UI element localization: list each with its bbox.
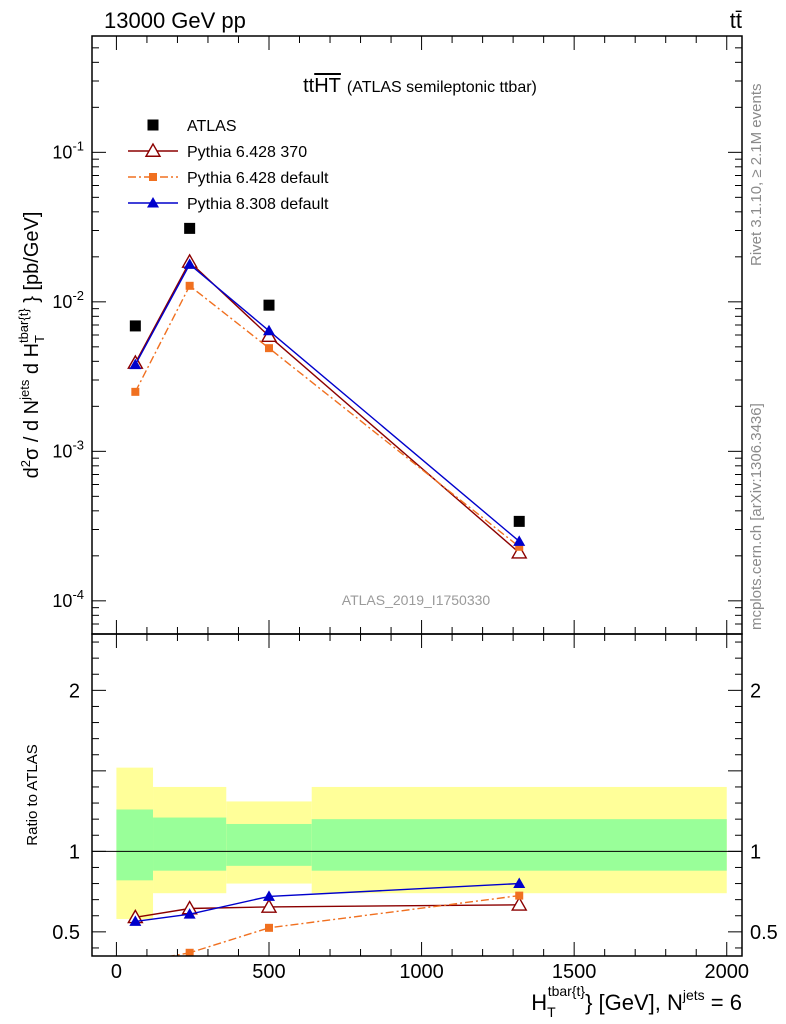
series-line (134, 260, 520, 554)
green-band (116, 809, 154, 881)
x-tick-label: 1500 (552, 961, 597, 983)
data-point (131, 958, 139, 966)
data-point (264, 344, 273, 353)
data-point (515, 542, 524, 551)
data-point (260, 898, 278, 913)
data-point (262, 890, 275, 901)
y-tick-label: 10-1 (52, 138, 84, 162)
legend: ATLAS Pythia 6.428 370 Pythia 6.428 defaul… (128, 118, 329, 213)
ratio-y-tick-label: 0.5 (52, 922, 80, 944)
y-tick-label: 10-4 (52, 587, 84, 611)
ratio-line (167, 894, 520, 956)
x-tick-label: 2000 (704, 961, 749, 983)
analysis-id: ATLAS_2019_I1750330 (342, 592, 491, 608)
ratio-axes: 0.5 0.5 1 1 2 2 0 500 1000 1500 2000 (52, 633, 778, 983)
data-point (262, 324, 275, 336)
ratio-uncertainty-bands (92, 767, 742, 919)
data-point (129, 320, 141, 332)
data-point (129, 358, 142, 370)
ratio-y-tick-label: 2 (69, 680, 80, 702)
data-point (183, 258, 196, 269)
data-point (511, 896, 528, 911)
green-band (226, 823, 312, 866)
x-tick-label: 500 (252, 961, 285, 983)
series-line (134, 263, 520, 542)
ratio-ylabel: Ratio to ATLAS (24, 744, 41, 845)
series-line (134, 284, 520, 548)
x-tick-label: 0 (111, 961, 122, 983)
ratio-line (135, 882, 520, 923)
data-point (131, 387, 140, 396)
plot-title: ttHT (ATLAS semileptonic ttbar) (303, 75, 537, 97)
data-point (184, 222, 196, 234)
ratio-frame (91, 633, 743, 957)
ratio-y-tick-label-right: 1 (750, 841, 761, 863)
data-point (147, 119, 159, 131)
data-point (515, 891, 524, 900)
data-point (183, 908, 196, 919)
data-point (513, 877, 526, 889)
main-ylabel: d2σ / d Njets d HTtbar{t} } [pb/GeV] (16, 212, 47, 479)
legend-label: ATLAS (187, 118, 237, 135)
y-tick-label: 10-2 (52, 288, 84, 312)
legend-label: Pythia 6.428 default (187, 170, 329, 187)
header-right: tt̄ (730, 8, 742, 33)
data-point (129, 915, 142, 926)
green-band (153, 817, 227, 871)
data-point (511, 544, 528, 559)
x-tick-label: 1000 (399, 961, 444, 983)
main-series-layer (127, 222, 528, 559)
data-point (185, 281, 194, 290)
ratio-y-tick-label-right: 2 (750, 680, 761, 702)
data-point (263, 299, 275, 311)
ratio-line (135, 904, 520, 919)
data-point (513, 515, 525, 527)
data-point (264, 923, 273, 932)
green-band (311, 819, 727, 871)
ratio-y-tick-label-right: 0.5 (750, 922, 778, 944)
data-point (147, 197, 159, 208)
data-point (149, 173, 157, 181)
data-point (185, 948, 194, 956)
y-tick-label: 10-3 (52, 437, 84, 461)
data-point (513, 535, 526, 546)
legend-label: Pythia 8.308 default (187, 196, 329, 213)
x-axis-label: HTtbar{t}} [GeV], Njets = 6 (531, 983, 742, 1020)
rivet-watermark: Rivet 3.1.10, ≥ 2.1M events (748, 84, 765, 267)
ratio-y-tick-label: 1 (69, 841, 80, 863)
header-left: 13000 GeV pp (104, 8, 246, 33)
legend-label: Pythia 6.428 370 (187, 144, 307, 161)
mcplots-watermark: mcplots.cern.ch [arXiv:1306.3436] (748, 403, 765, 630)
data-point (144, 142, 162, 157)
ratio-series-layer (127, 877, 528, 966)
